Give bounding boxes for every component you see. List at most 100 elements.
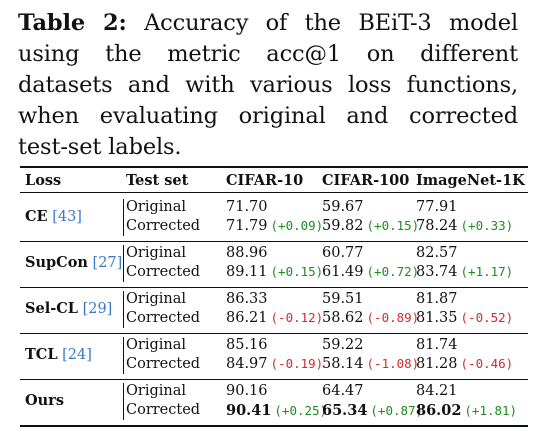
header-imagenet: ImageNet-1K: [416, 172, 525, 189]
cifar10-corrected: 84.97 (-0.19): [226, 356, 323, 372]
delta: (+0.25): [274, 403, 328, 418]
loss-name: Sel-CL: [25, 300, 78, 317]
delta: (+0.15): [366, 218, 420, 233]
header-cifar100: CIFAR-100: [322, 172, 410, 189]
cifar10-corrected: 86.21 (-0.12): [226, 310, 323, 326]
loss-cell: Ours: [25, 392, 64, 409]
loss-cell: Sel-CL [29]: [25, 300, 112, 317]
value: 81.35: [416, 310, 458, 326]
testset-corrected: Corrected: [126, 218, 201, 234]
value: 86.21: [226, 310, 268, 326]
delta: (-0.46): [460, 356, 514, 371]
row-divider: [123, 291, 124, 328]
delta: (+0.15): [270, 264, 324, 279]
value: 86.02: [416, 402, 462, 419]
delta: (-1.08): [366, 356, 420, 371]
top-rule: [20, 166, 528, 168]
value: 84.97: [226, 356, 268, 372]
caption-label: Table 2:: [18, 10, 127, 36]
testset-corrected: Corrected: [126, 402, 201, 418]
bottom-rule: [20, 425, 528, 427]
testset-original: Original: [126, 199, 186, 215]
loss-name: Ours: [25, 392, 64, 409]
group-rule: [20, 287, 528, 288]
testset-original: Original: [126, 245, 186, 261]
imagenet-corrected: 86.02 (+1.81): [416, 402, 517, 419]
cifar10-original: 71.70: [226, 199, 268, 215]
loss-cell: TCL [24]: [25, 346, 92, 363]
citation-link[interactable]: [24]: [62, 347, 92, 363]
testset-corrected: Corrected: [126, 310, 201, 326]
cifar100-corrected: 59.82 (+0.15): [322, 218, 419, 234]
loss-name: SupCon: [25, 254, 88, 271]
cifar10-original: 88.96: [226, 245, 268, 261]
row-divider: [123, 245, 124, 282]
cifar10-original: 85.16: [226, 337, 268, 353]
delta: (+0.87): [370, 403, 424, 418]
value: 78.24: [416, 218, 458, 234]
delta: (+0.33): [460, 218, 514, 233]
imagenet-corrected: 83.74 (+1.17): [416, 264, 513, 280]
imagenet-original: 82.57: [416, 245, 458, 261]
group-rule: [20, 379, 528, 380]
value: 90.41: [226, 402, 272, 419]
cifar100-corrected: 65.34 (+0.87): [322, 402, 423, 419]
cifar100-original: 60.77: [322, 245, 364, 261]
value: 58.14: [322, 356, 364, 372]
imagenet-corrected: 78.24 (+0.33): [416, 218, 513, 234]
cifar100-corrected: 61.49 (+0.72): [322, 264, 419, 280]
value: 59.82: [322, 218, 364, 234]
value: 81.28: [416, 356, 458, 372]
cifar100-corrected: 58.62 (-0.89): [322, 310, 419, 326]
delta: (+0.09): [270, 218, 324, 233]
testset-corrected: Corrected: [126, 264, 201, 280]
table-caption: Table 2: Accuracy of the BEiT-3 model us…: [18, 8, 518, 163]
row-divider: [123, 383, 124, 420]
table-group-supcon: SupCon [27] Original 88.96 60.77 82.57 C…: [20, 242, 528, 286]
loss-cell: SupCon [27]: [25, 254, 122, 271]
cifar100-original: 59.67: [322, 199, 364, 215]
testset-original: Original: [126, 383, 186, 399]
header-test-set: Test set: [126, 172, 189, 189]
value: 89.11: [226, 264, 268, 280]
delta: (-0.19): [270, 356, 324, 371]
testset-corrected: Corrected: [126, 356, 201, 372]
delta: (-0.52): [460, 310, 514, 325]
citation-link[interactable]: [27]: [92, 255, 123, 271]
header-cifar10: CIFAR-10: [226, 172, 304, 189]
caption-text: Accuracy of the BEiT-3 model using the m…: [18, 10, 518, 160]
value: 65.34: [322, 402, 368, 419]
delta: (-0.12): [270, 310, 324, 325]
imagenet-corrected: 81.28 (-0.46): [416, 356, 513, 372]
row-divider: [123, 337, 124, 374]
loss-name: TCL: [25, 346, 58, 363]
row-divider: [123, 199, 124, 236]
citation-link[interactable]: [43]: [52, 209, 82, 225]
delta: (+0.72): [366, 264, 420, 279]
table-group-ours: Ours Original 90.16 64.47 84.21 Correcte…: [20, 380, 528, 424]
loss-cell: CE [43]: [25, 208, 82, 225]
testset-original: Original: [126, 291, 186, 307]
header-loss: Loss: [25, 172, 62, 189]
delta: (-0.89): [366, 310, 420, 325]
value: 58.62: [322, 310, 364, 326]
delta: (+1.81): [464, 403, 518, 418]
cifar10-original: 90.16: [226, 383, 268, 399]
group-rule: [20, 241, 528, 242]
imagenet-original: 77.91: [416, 199, 458, 215]
imagenet-original: 81.74: [416, 337, 458, 353]
testset-original: Original: [126, 337, 186, 353]
table-group-tcl: TCL [24] Original 85.16 59.22 81.74 Corr…: [20, 334, 528, 378]
delta: (+1.17): [460, 264, 514, 279]
table-group-sel-cl: Sel-CL [29] Original 86.33 59.51 81.87 C…: [20, 288, 528, 332]
citation-link[interactable]: [29]: [82, 301, 113, 317]
cifar10-corrected: 90.41 (+0.25): [226, 402, 327, 419]
cifar10-corrected: 89.11 (+0.15): [226, 264, 323, 280]
value: 83.74: [416, 264, 458, 280]
value: 71.79: [226, 218, 268, 234]
cifar10-original: 86.33: [226, 291, 268, 307]
imagenet-corrected: 81.35 (-0.52): [416, 310, 513, 326]
cifar100-original: 59.22: [322, 337, 364, 353]
cifar100-corrected: 58.14 (-1.08): [322, 356, 419, 372]
imagenet-original: 84.21: [416, 383, 458, 399]
